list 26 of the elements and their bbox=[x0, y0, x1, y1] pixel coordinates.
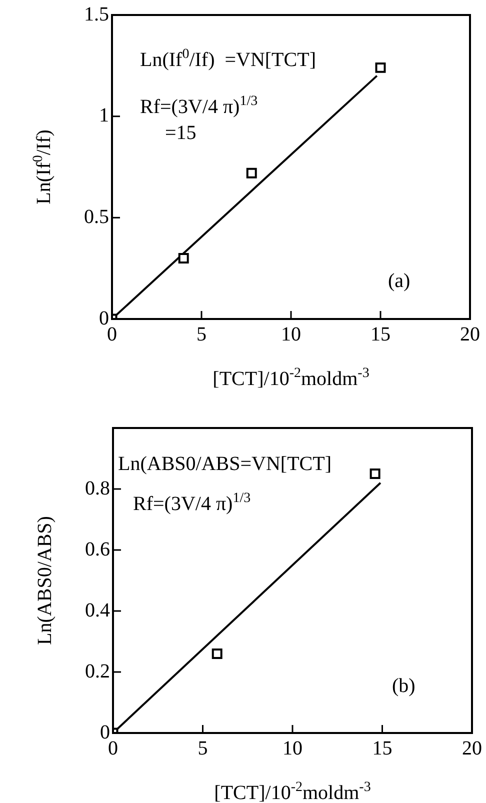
x-tick-label: 5 bbox=[196, 323, 206, 346]
annotation: Ln(ABS0/ABS=VN[TCT] bbox=[118, 453, 332, 475]
y-tick-label: 1 bbox=[99, 104, 109, 127]
x-tick-label: 15 bbox=[372, 737, 392, 760]
y-tick-label: 0 bbox=[99, 307, 109, 330]
x-tick-label: 10 bbox=[281, 323, 301, 346]
annotation: (b) bbox=[392, 675, 416, 697]
y-tick-label: 1.5 bbox=[84, 3, 109, 26]
x-tick-label: 15 bbox=[370, 323, 390, 346]
point bbox=[375, 62, 386, 73]
x-tick-label: 10 bbox=[282, 737, 302, 760]
x-tick-label: 20 bbox=[460, 323, 480, 346]
y-axis-title: Ln(ABS0/ABS) bbox=[34, 516, 56, 645]
y-tick-label: 0 bbox=[100, 721, 110, 744]
y-tick-label: 0.5 bbox=[84, 206, 109, 228]
y-axis-title: Ln(If0/If) bbox=[31, 130, 55, 204]
y-tick-label: 0.2 bbox=[85, 660, 110, 682]
x-tick-label: 20 bbox=[462, 737, 482, 760]
y-tick-label: 0.4 bbox=[85, 599, 110, 622]
x-tick-label: 5 bbox=[198, 737, 208, 760]
y-tick-label: 0.6 bbox=[85, 538, 110, 560]
point bbox=[178, 252, 189, 264]
point bbox=[246, 168, 257, 178]
y-tick-label: 0.8 bbox=[85, 477, 110, 500]
annotation: (a) bbox=[388, 270, 410, 292]
annotation: =15 bbox=[165, 122, 196, 144]
